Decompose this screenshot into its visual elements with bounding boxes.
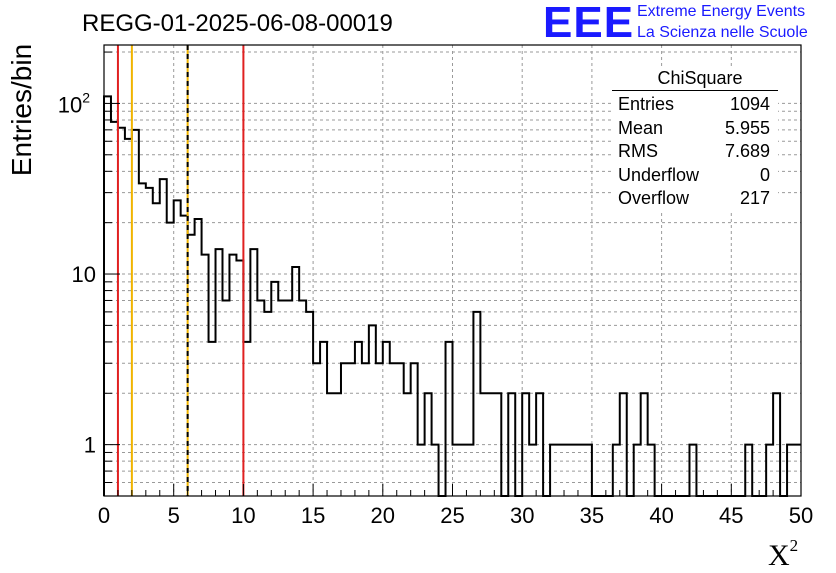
y-tick-label-base: 10 bbox=[58, 92, 82, 117]
x-tick-label: 50 bbox=[789, 503, 813, 528]
x-tick-label: 25 bbox=[440, 503, 464, 528]
x-tick-label: 30 bbox=[510, 503, 534, 528]
y-tick-label: 102 bbox=[58, 89, 90, 117]
stats-row-rms: RMS 7.689 bbox=[612, 140, 778, 164]
run-title: REGG-01-2025-06-08-00019 bbox=[82, 10, 393, 37]
x-tick-label: 20 bbox=[371, 503, 395, 528]
y-tick-label: 1 bbox=[84, 433, 96, 458]
stats-row-underflow: Underflow 0 bbox=[612, 164, 778, 188]
x-tick-label: 15 bbox=[301, 503, 325, 528]
stats-label: Overflow bbox=[618, 188, 690, 208]
x-axis-label-base: X bbox=[768, 539, 790, 572]
stats-row-entries: Entries 1094 bbox=[612, 93, 778, 117]
stats-box: ChiSquare Entries 1094 Mean 5.955 RMS 7.689… bbox=[612, 66, 778, 211]
x-tick-label: 35 bbox=[580, 503, 604, 528]
y-axis-label: Entries/bin bbox=[6, 43, 37, 177]
stats-label: RMS bbox=[618, 141, 658, 161]
stats-label: Mean bbox=[618, 117, 664, 138]
stats-value: 5.955 bbox=[724, 117, 770, 138]
x-tick-label: 0 bbox=[98, 503, 110, 528]
x-tick-label: 10 bbox=[231, 503, 255, 528]
x-tick-label: 40 bbox=[649, 503, 673, 528]
stats-value: 7.689 bbox=[724, 141, 770, 161]
x-tick-label: 45 bbox=[719, 503, 743, 528]
eee-logo: EEE bbox=[543, 0, 635, 47]
stats-value: 0 bbox=[759, 164, 770, 185]
logo-subtitle-2: La Scienza nelle Scuole bbox=[637, 24, 808, 41]
x-tick-label: 5 bbox=[168, 503, 180, 528]
x-axis-label-sup: 2 bbox=[789, 536, 799, 555]
y-tick-label-sup: 2 bbox=[82, 89, 90, 105]
logo-subtitle-1: Extreme Energy Events bbox=[637, 3, 806, 20]
stats-label: Entries bbox=[618, 94, 675, 114]
stats-label: Underflow bbox=[618, 164, 700, 185]
stats-title: ChiSquare bbox=[612, 66, 778, 91]
y-tick-label: 10 bbox=[72, 262, 96, 287]
stats-value: 1094 bbox=[729, 94, 770, 114]
stats-row-mean: Mean 5.955 bbox=[612, 117, 778, 141]
stats-value: 217 bbox=[739, 188, 770, 208]
stats-row-overflow: Overflow 217 bbox=[612, 187, 778, 211]
x-axis-label: X2 bbox=[768, 536, 798, 573]
